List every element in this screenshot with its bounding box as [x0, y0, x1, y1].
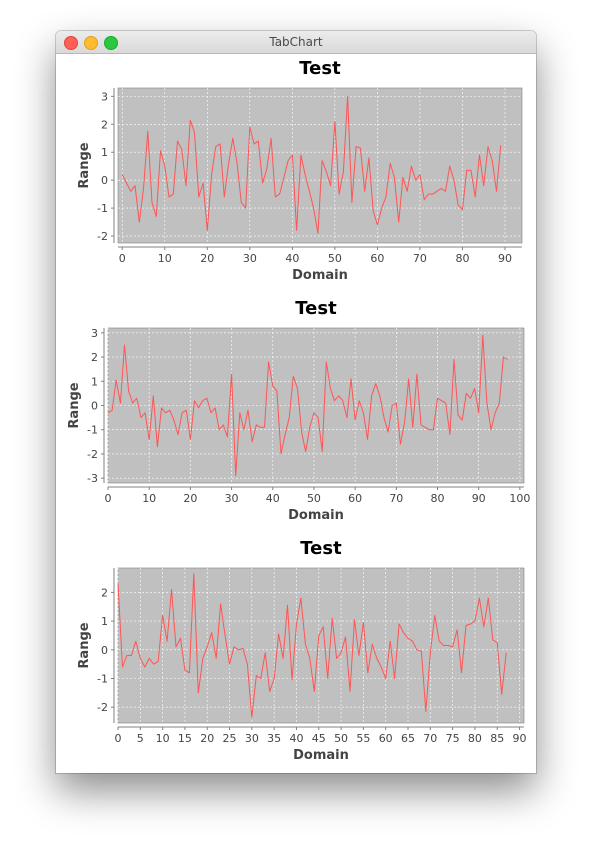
chart1-x-tick-label: 30 [243, 252, 257, 265]
chart3-y-tick-label: -1 [97, 673, 108, 686]
window-title: TabChart [269, 35, 323, 49]
chart3-x-tick-label: 45 [312, 732, 326, 745]
chart3-x-tick-label: 20 [200, 732, 214, 745]
chart-container: Test 0 10 20 30 40 50 60 70 80 90 -2 -1 0 1 2 3 Domain Ran… [56, 54, 536, 773]
chart3-y-tick-label: 0 [101, 644, 108, 657]
chart1-y-axis-title: Range [77, 142, 92, 188]
chart3-x-tick-label: 15 [178, 732, 192, 745]
chart2-series-line [107, 334, 508, 477]
chart-panel-1[interactable]: Test 0 10 20 30 40 50 60 70 80 90 -2 -1 0 1 2 3 Domain Ran… [56, 54, 536, 294]
chart3-y-tick-label: 2 [101, 586, 108, 599]
app-window: TabChart Test 0 10 20 30 40 50 60 70 80 90 -2 -1 0 1 2 3… [56, 31, 536, 773]
chart3-x-tick-label: 65 [401, 732, 415, 745]
chart3-x-tick-label: 40 [289, 732, 303, 745]
chart2-x-tick-label: 20 [183, 492, 197, 505]
chart3-x-axis-title: Domain [293, 748, 349, 763]
chart2-x-tick-label: 100 [509, 492, 530, 505]
chart1-y-tick-label: 1 [101, 146, 108, 159]
chart2-x-tick-label: 10 [142, 492, 156, 505]
chart3-x-tick-label: 50 [334, 732, 348, 745]
chart3-x-tick-label: 55 [356, 732, 370, 745]
chart2-y-tick-label: -2 [87, 448, 98, 461]
chart3-y-tick-label: 1 [101, 615, 108, 628]
chart3-x-tick-label: 80 [468, 732, 482, 745]
chart2-x-tick-label: 60 [348, 492, 362, 505]
minimize-window-button[interactable] [84, 36, 98, 50]
chart2-y-tick-label: 1 [91, 375, 98, 388]
chart2-x-tick-label: 90 [472, 492, 486, 505]
chart3-x-tick-label: 25 [223, 732, 237, 745]
chart3-x-tick-label: 60 [379, 732, 393, 745]
chart2-y-axis-title: Range [67, 382, 82, 428]
chart3-title: Test [300, 538, 342, 559]
chart3-x-tick-label: 35 [267, 732, 281, 745]
chart1-title: Test [299, 58, 341, 79]
chart2-y-tick-label: 3 [91, 327, 98, 340]
chart2-x-axis-title: Domain [288, 508, 344, 523]
chart2-x-tick-label: 80 [431, 492, 445, 505]
chart2-x-tick-label: 30 [225, 492, 239, 505]
chart1-x-tick-label: 60 [370, 252, 384, 265]
chart3-y-tick-label: -2 [97, 701, 108, 714]
chart1-y-tick-label: -1 [97, 202, 108, 215]
chart2-y-tick-label: -1 [87, 424, 98, 437]
close-window-button[interactable] [64, 36, 78, 50]
chart1-x-axis-title: Domain [292, 268, 348, 283]
chart1-y-tick-label: 0 [101, 174, 108, 187]
chart3-x-tick-label: 70 [423, 732, 437, 745]
title-bar[interactable]: TabChart [56, 31, 536, 54]
chart3-x-tick-label: 0 [115, 732, 122, 745]
chart1-y-tick-label: 3 [101, 90, 108, 103]
chart1-x-tick-label: 80 [455, 252, 469, 265]
chart1-x-tick-label: 90 [498, 252, 512, 265]
chart3-x-tick-label: 5 [137, 732, 144, 745]
chart1-x-tick-label: 20 [200, 252, 214, 265]
chart2-x-tick-label: 50 [307, 492, 321, 505]
chart3-plot-area [117, 567, 525, 724]
chart1-y-tick-label: -2 [97, 230, 108, 243]
chart3-x-tick-label: 75 [446, 732, 460, 745]
chart2-y-tick-label: -3 [87, 472, 98, 485]
chart2-title: Test [295, 298, 337, 319]
chart3-y-axis-title: Range [77, 622, 92, 668]
chart3-x-tick-label: 30 [245, 732, 259, 745]
chart2-y-tick-label: 2 [91, 351, 98, 364]
chart2-x-tick-label: 0 [105, 492, 112, 505]
chart1-x-tick-label: 40 [285, 252, 299, 265]
chart1-y-tick-label: 2 [101, 118, 108, 131]
chart1-plot-area [117, 87, 523, 244]
chart2-x-tick-label: 40 [266, 492, 280, 505]
chart2-y-tick-label: 0 [91, 400, 98, 413]
chart1-x-tick-label: 70 [413, 252, 427, 265]
zoom-window-button[interactable] [104, 36, 118, 50]
chart1-x-tick-label: 50 [328, 252, 342, 265]
chart3-series-line [117, 573, 507, 718]
chart2-x-tick-label: 70 [389, 492, 403, 505]
chart1-x-tick-label: 10 [158, 252, 172, 265]
chart-panel-2[interactable]: Test 0 10 20 30 40 50 60 70 80 90 100 -3 -2 -1 0 1 2 3 Doma… [56, 294, 536, 534]
chart1-series-line [121, 95, 502, 234]
chart3-x-tick-label: 90 [513, 732, 527, 745]
chart3-x-tick-label: 10 [156, 732, 170, 745]
chart1-x-tick-label: 0 [119, 252, 126, 265]
chart3-x-tick-label: 85 [490, 732, 504, 745]
